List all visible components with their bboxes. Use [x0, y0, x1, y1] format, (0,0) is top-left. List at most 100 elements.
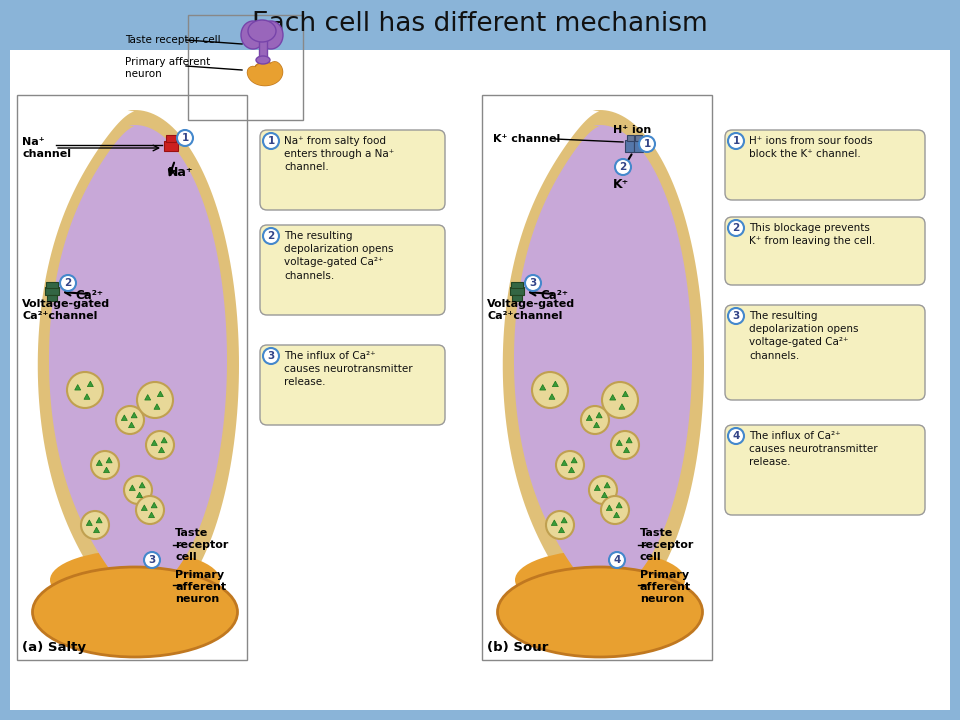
Polygon shape: [610, 395, 615, 400]
Polygon shape: [87, 381, 93, 387]
Text: 1: 1: [181, 133, 188, 143]
Text: The influx of Ca²⁺
causes neurotransmitter
release.: The influx of Ca²⁺ causes neurotransmitt…: [749, 431, 877, 467]
Circle shape: [263, 133, 279, 149]
FancyBboxPatch shape: [260, 130, 445, 210]
Polygon shape: [514, 125, 692, 595]
Circle shape: [60, 275, 76, 291]
Text: Na⁺ from salty food
enters through a Na⁺
channel.: Na⁺ from salty food enters through a Na⁺…: [284, 136, 395, 172]
Text: 3: 3: [732, 311, 739, 321]
Bar: [259, 38, 267, 60]
Circle shape: [728, 308, 744, 324]
Ellipse shape: [256, 56, 270, 64]
Text: K⁺ channel: K⁺ channel: [493, 134, 561, 144]
Polygon shape: [613, 512, 619, 518]
Bar: [511, 282, 523, 288]
Polygon shape: [157, 391, 163, 397]
Polygon shape: [75, 384, 81, 390]
Polygon shape: [622, 391, 629, 397]
Polygon shape: [145, 395, 151, 400]
Text: Primary
afferent
neuron: Primary afferent neuron: [640, 570, 691, 603]
Ellipse shape: [33, 567, 237, 657]
Polygon shape: [624, 447, 630, 453]
Circle shape: [124, 476, 152, 504]
Bar: [634, 140, 643, 152]
Text: 3: 3: [529, 278, 537, 288]
Circle shape: [263, 348, 279, 364]
Polygon shape: [559, 527, 564, 533]
Text: 2: 2: [268, 231, 275, 241]
Polygon shape: [593, 422, 600, 428]
Circle shape: [639, 136, 655, 152]
Text: Ca²⁺: Ca²⁺: [75, 289, 103, 302]
Text: The resulting
depolarization opens
voltage-gated Ca²⁺
channels.: The resulting depolarization opens volta…: [749, 311, 858, 361]
Text: Voltage-gated
Ca²⁺channel: Voltage-gated Ca²⁺channel: [22, 300, 110, 321]
Text: H⁺ ions from sour foods
block the K⁺ channel.: H⁺ ions from sour foods block the K⁺ cha…: [749, 136, 873, 159]
Ellipse shape: [259, 21, 283, 49]
Ellipse shape: [241, 21, 265, 49]
Circle shape: [581, 406, 609, 434]
Polygon shape: [552, 381, 559, 387]
FancyBboxPatch shape: [725, 130, 925, 200]
Polygon shape: [149, 512, 155, 518]
Polygon shape: [151, 503, 157, 508]
Circle shape: [556, 451, 584, 479]
FancyBboxPatch shape: [725, 217, 925, 285]
Circle shape: [602, 382, 638, 418]
Polygon shape: [568, 467, 574, 472]
FancyBboxPatch shape: [260, 345, 445, 425]
Polygon shape: [37, 110, 239, 620]
Polygon shape: [121, 415, 128, 420]
FancyBboxPatch shape: [725, 425, 925, 515]
Bar: [46, 282, 58, 288]
Polygon shape: [587, 415, 592, 420]
Circle shape: [81, 511, 109, 539]
Bar: [166, 135, 176, 142]
Ellipse shape: [254, 62, 276, 78]
Text: Each cell has different mechanism: Each cell has different mechanism: [252, 11, 708, 37]
Circle shape: [525, 275, 541, 291]
Bar: [627, 135, 634, 141]
Circle shape: [546, 511, 574, 539]
Bar: [512, 295, 522, 301]
Text: This blockage prevents
K⁺ from leaving the cell.: This blockage prevents K⁺ from leaving t…: [749, 223, 876, 246]
FancyBboxPatch shape: [260, 225, 445, 315]
Circle shape: [137, 382, 173, 418]
Circle shape: [601, 496, 629, 524]
Circle shape: [615, 159, 631, 175]
Ellipse shape: [497, 567, 703, 657]
Text: Na⁺: Na⁺: [168, 166, 194, 179]
Text: Voltage-gated
Ca²⁺channel: Voltage-gated Ca²⁺channel: [487, 300, 575, 321]
Text: Ca²⁺: Ca²⁺: [540, 289, 568, 302]
Bar: [482, 95, 712, 660]
Polygon shape: [602, 492, 608, 498]
FancyBboxPatch shape: [725, 305, 925, 400]
Circle shape: [91, 451, 119, 479]
Text: K⁺: K⁺: [613, 178, 629, 191]
Polygon shape: [96, 518, 102, 523]
Polygon shape: [158, 447, 164, 453]
Circle shape: [728, 133, 744, 149]
Text: (a) Salty: (a) Salty: [22, 642, 86, 654]
Text: 2: 2: [64, 278, 72, 288]
Polygon shape: [86, 520, 92, 526]
Text: (b) Sour: (b) Sour: [487, 642, 548, 654]
Text: The influx of Ca²⁺
causes neurotransmitter
release.: The influx of Ca²⁺ causes neurotransmitt…: [284, 351, 413, 387]
Polygon shape: [551, 520, 558, 526]
Polygon shape: [549, 394, 555, 400]
Bar: [164, 141, 178, 151]
Circle shape: [144, 552, 160, 568]
Polygon shape: [93, 527, 100, 533]
Polygon shape: [129, 422, 134, 428]
Text: Taste
receptor
cell: Taste receptor cell: [175, 528, 228, 562]
Polygon shape: [604, 482, 611, 488]
Polygon shape: [626, 437, 632, 443]
Polygon shape: [616, 440, 622, 446]
Bar: [47, 295, 57, 301]
Text: 3: 3: [149, 555, 156, 565]
Circle shape: [611, 431, 639, 459]
Circle shape: [532, 372, 568, 408]
Text: 1: 1: [643, 139, 651, 149]
Circle shape: [609, 552, 625, 568]
Polygon shape: [503, 110, 704, 620]
Circle shape: [67, 372, 103, 408]
